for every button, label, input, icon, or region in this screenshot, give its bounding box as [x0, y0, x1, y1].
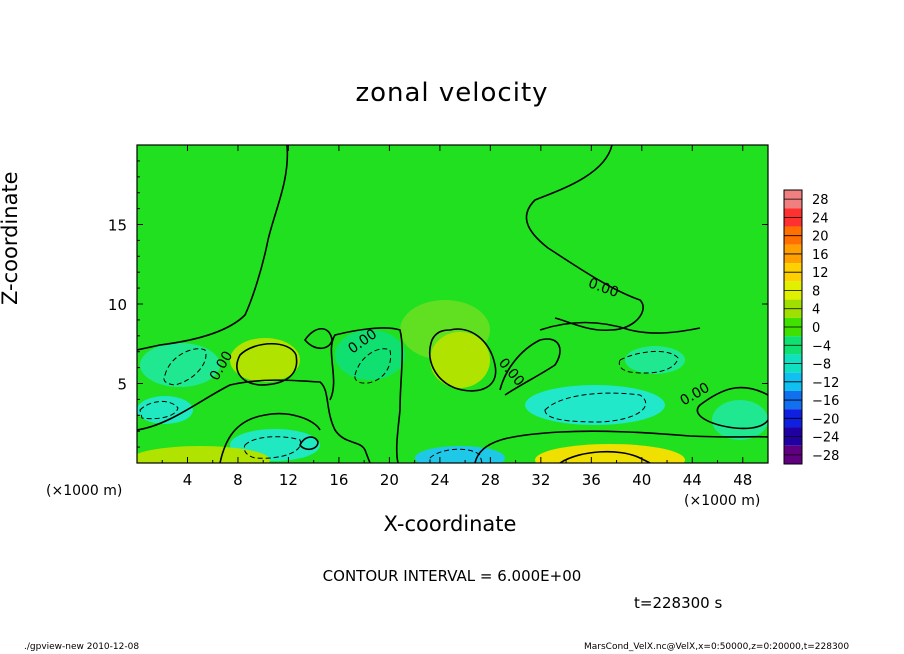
x-tick-label: 36: [582, 471, 601, 489]
heatmap-field: [137, 145, 768, 463]
x-tick-label: 20: [380, 471, 399, 489]
field-blob-negative: [525, 385, 665, 425]
x-tick-label: 16: [329, 471, 348, 489]
colorbar-label: 24: [812, 211, 829, 226]
x-tick-label: 32: [531, 471, 550, 489]
x-tick-label: 4: [183, 471, 193, 489]
field-blob-negative: [415, 446, 505, 463]
x-tick-label: 48: [733, 471, 752, 489]
footer-left: ./gpview-new 2010-12-08: [24, 642, 140, 652]
y-tick-label: 10: [108, 296, 127, 314]
field-blob-negative: [625, 346, 685, 374]
x-tick-label: 44: [683, 471, 702, 489]
x-axis-ticks: 4 8 12 16 20 24 28 32 36 40 44 48: [161, 145, 752, 489]
colorbar-label: 8: [812, 284, 820, 299]
field-blob-negative: [335, 330, 405, 380]
colorbar-label: 28: [812, 193, 829, 208]
x-tick-label: 12: [279, 471, 298, 489]
colorbar-label: 20: [812, 230, 829, 245]
y-tick-label: 15: [108, 217, 127, 235]
y-axis-ticks: 5 10 15: [108, 160, 768, 448]
colorbar-label: 0: [812, 321, 820, 336]
field-blob-positive: [137, 446, 270, 463]
colorbar-label: −20: [812, 412, 839, 427]
colorbar-label: −4: [812, 339, 831, 354]
colorbar-label: 12: [812, 266, 829, 281]
x-tick-label: 40: [632, 471, 651, 489]
time-stamp: t=228300 s: [634, 594, 723, 612]
colorbar-label: −24: [812, 431, 839, 446]
contour-lines: [137, 145, 768, 463]
x-tick-label: 8: [233, 471, 243, 489]
x-tick-label: 24: [430, 471, 449, 489]
contour-interval-note: CONTOUR INTERVAL = 6.000E+00: [322, 567, 582, 585]
colorbar-label: −16: [812, 394, 839, 409]
x-axis-label: X-coordinate: [383, 512, 517, 536]
field-blob-positive: [430, 332, 490, 388]
colorbar-label: −8: [812, 358, 831, 373]
field-blob-positive: [535, 444, 685, 463]
colorbar: 28 24 20 16 12 8 4 0 −4 −8 −12 −16 −20 −24 −28: [783, 189, 839, 465]
x-axis-unit-left: (×1000 m): [46, 483, 123, 499]
field-blob-negative: [137, 396, 193, 424]
contour-lines-negative: [139, 348, 679, 463]
colorbar-label: −28: [812, 449, 839, 464]
x-tick-label: 28: [481, 471, 500, 489]
colorbar-label: 16: [812, 248, 829, 263]
chart-title: zonal velocity: [355, 78, 549, 108]
y-axis-label: Z-coordinate: [0, 171, 22, 305]
colorbar-label: 4: [812, 303, 820, 318]
y-tick-label: 5: [117, 376, 127, 394]
colorbar-label: −12: [812, 376, 839, 391]
field-blob-negative: [140, 343, 220, 387]
footer-right: MarsCond_VelX.nc@VelX,x=0:50000,z=0:2000…: [584, 642, 850, 652]
field-blob-negative: [712, 400, 768, 440]
x-axis-unit-right: (×1000 m): [684, 493, 761, 509]
